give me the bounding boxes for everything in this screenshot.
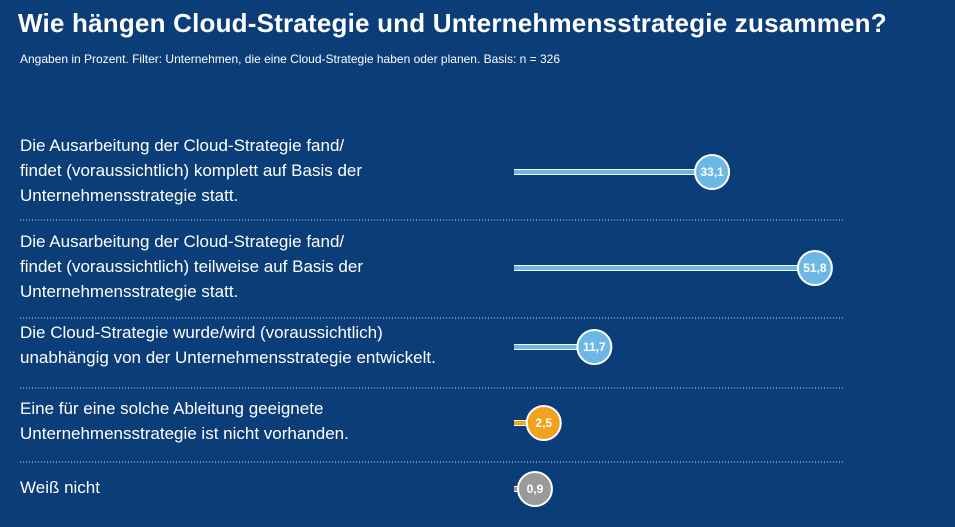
value-label: 51,8 — [803, 261, 827, 275]
bar-fill — [514, 170, 713, 174]
value-dot — [516, 471, 553, 507]
category-label: Die Ausarbeitung der Cloud-Strategie fan… — [20, 231, 363, 301]
value-label: 2,5 — [535, 416, 552, 430]
bar-fill — [514, 345, 595, 349]
chart-subtitle: Angaben in Prozent. Filter: Unternehmen,… — [20, 52, 561, 66]
value-dot — [576, 329, 613, 365]
category-label: Weiß nicht — [20, 477, 100, 497]
value-label: 0,9 — [527, 482, 544, 496]
value-label: 33,1 — [700, 165, 724, 179]
value-dot — [525, 405, 562, 441]
bar-fill — [514, 266, 815, 270]
category-label: Eine für eine solche Ableitung geeignete… — [20, 399, 349, 443]
value-dot — [796, 250, 833, 286]
value-dot — [694, 154, 731, 190]
chart-title: Wie hängen Cloud-Strategie und Unternehm… — [18, 8, 887, 38]
category-label: Die Ausarbeitung der Cloud-Strategie fan… — [20, 135, 363, 205]
category-label: Die Cloud-Strategie wurde/wird (voraussi… — [20, 323, 436, 367]
value-label: 11,7 — [583, 340, 606, 354]
